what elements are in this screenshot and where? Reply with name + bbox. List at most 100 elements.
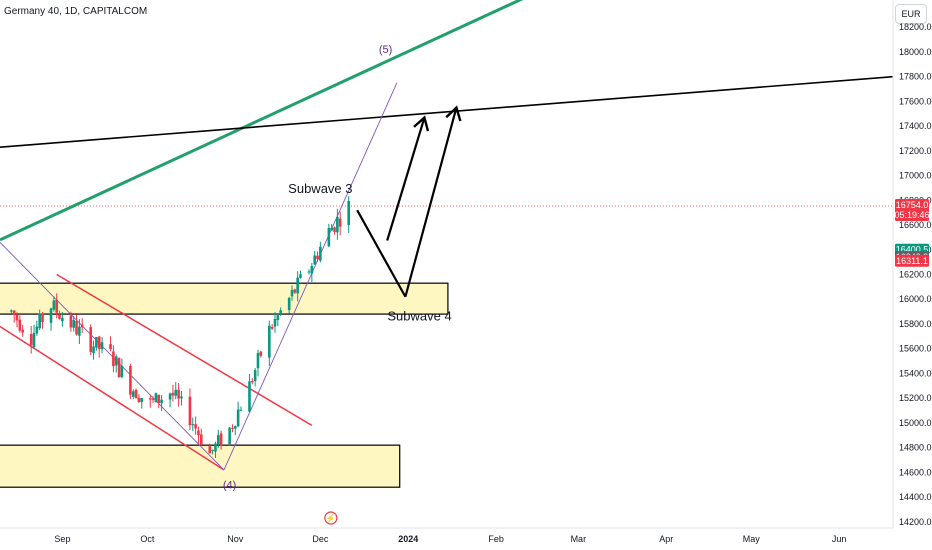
candle-body[interactable]	[279, 310, 282, 313]
candle-body[interactable]	[69, 315, 73, 328]
candle-body[interactable]	[180, 396, 183, 399]
candle-body[interactable]	[41, 313, 44, 323]
candle-body[interactable]	[151, 398, 155, 400]
candle-body[interactable]	[120, 366, 124, 378]
candle-body[interactable]	[231, 427, 234, 429]
candle-body[interactable]	[157, 394, 161, 403]
annotation-label[interactable]: Subwave 3	[288, 181, 352, 196]
candle-body[interactable]	[32, 333, 36, 348]
channel-lower[interactable]	[0, 325, 225, 471]
candle-body[interactable]	[174, 389, 178, 396]
candle-body[interactable]	[80, 324, 84, 328]
candle-body[interactable]	[214, 443, 217, 452]
candle-body[interactable]	[233, 426, 237, 429]
support-zone-1[interactable]	[0, 282, 449, 315]
projection-arrow-outer[interactable]	[404, 107, 458, 298]
candle-body[interactable]	[29, 334, 33, 346]
candle-body[interactable]	[89, 327, 93, 352]
wave-line-b[interactable]	[223, 82, 398, 471]
candle-body[interactable]	[236, 409, 240, 427]
candle-body[interactable]	[134, 389, 138, 399]
candle-body[interactable]	[248, 381, 251, 412]
plot-area[interactable]: Subwave 3 Subwave 4 (5) (4) ⚡	[0, 0, 893, 525]
wave-label[interactable]: (4)	[223, 479, 236, 491]
candle-body[interactable]	[310, 265, 314, 274]
candle-body[interactable]	[197, 430, 200, 436]
candle-body[interactable]	[253, 370, 257, 382]
candle-body[interactable]	[148, 398, 152, 400]
candle-body[interactable]	[313, 255, 316, 265]
candles[interactable]	[10, 196, 350, 458]
candle-body[interactable]	[97, 336, 101, 349]
candle-body[interactable]	[290, 290, 294, 297]
candle-body[interactable]	[327, 228, 331, 247]
wave-label[interactable]: (5)	[379, 44, 392, 56]
black-resistance[interactable]	[0, 75, 893, 148]
candle-body[interactable]	[259, 351, 263, 356]
support-zone-2[interactable]	[0, 444, 401, 488]
annotation-label[interactable]: Subwave 4	[387, 308, 451, 323]
candle-body[interactable]	[35, 326, 39, 334]
candle-body[interactable]	[239, 409, 243, 411]
candle-body[interactable]	[287, 297, 291, 311]
candle-body[interactable]	[296, 277, 299, 294]
candle-body[interactable]	[188, 396, 192, 426]
candle-body[interactable]	[347, 201, 350, 225]
candle-body[interactable]	[273, 318, 277, 327]
candle-body[interactable]	[276, 315, 280, 321]
candle-body[interactable]	[330, 227, 333, 231]
candle-body[interactable]	[95, 337, 98, 348]
candle-body[interactable]	[307, 271, 311, 273]
candle-body[interactable]	[168, 393, 172, 400]
candle-body[interactable]	[211, 449, 214, 451]
candle-body[interactable]	[154, 393, 158, 402]
candle-body[interactable]	[109, 344, 112, 350]
candle-body[interactable]	[256, 353, 260, 369]
projection-arrow-inner[interactable]	[386, 117, 426, 241]
candle-body[interactable]	[268, 325, 271, 358]
candle-body[interactable]	[49, 308, 53, 323]
candle-body[interactable]	[15, 314, 19, 321]
green-trendline[interactable]	[0, 0, 536, 242]
candle-body[interactable]	[75, 321, 78, 335]
candle-body[interactable]	[171, 392, 175, 396]
candle-body[interactable]	[112, 351, 115, 367]
candle-body[interactable]	[191, 424, 195, 426]
wave-line-a[interactable]	[0, 242, 225, 471]
candle-body[interactable]	[52, 300, 56, 310]
candle-body[interactable]	[12, 310, 16, 316]
candle-body[interactable]	[137, 397, 141, 402]
candle-body[interactable]	[114, 356, 118, 366]
candle-body[interactable]	[319, 246, 322, 261]
candle-body[interactable]	[92, 346, 95, 354]
candle-body[interactable]	[251, 381, 254, 383]
candle-body[interactable]	[194, 424, 197, 429]
candle-body[interactable]	[58, 314, 61, 319]
candle-body[interactable]	[299, 274, 302, 278]
candle-body[interactable]	[129, 366, 132, 395]
projection-down-leg[interactable]	[356, 209, 407, 298]
candle-body[interactable]	[293, 289, 297, 293]
candle-body[interactable]	[336, 217, 339, 233]
candle-body[interactable]	[160, 399, 163, 404]
candle-body[interactable]	[270, 326, 274, 329]
candle-body[interactable]	[18, 319, 22, 331]
candle-body[interactable]	[228, 427, 231, 445]
candle-body[interactable]	[72, 319, 76, 328]
candle-body[interactable]	[199, 434, 203, 445]
candle-body[interactable]	[61, 317, 64, 322]
currency-button[interactable]: EUR	[895, 4, 927, 24]
candle-body[interactable]	[219, 433, 223, 447]
channel-upper[interactable]	[56, 273, 313, 427]
candle-body[interactable]	[338, 218, 342, 227]
candle-body[interactable]	[117, 358, 121, 378]
candle-body[interactable]	[208, 446, 212, 454]
candle-body[interactable]	[100, 342, 104, 350]
candle-body[interactable]	[21, 329, 24, 333]
candle-body[interactable]	[131, 391, 135, 397]
candle-body[interactable]	[216, 435, 220, 445]
lightning-icon[interactable]	[324, 511, 338, 525]
candle-body[interactable]	[55, 299, 58, 313]
candle-body[interactable]	[177, 389, 180, 399]
